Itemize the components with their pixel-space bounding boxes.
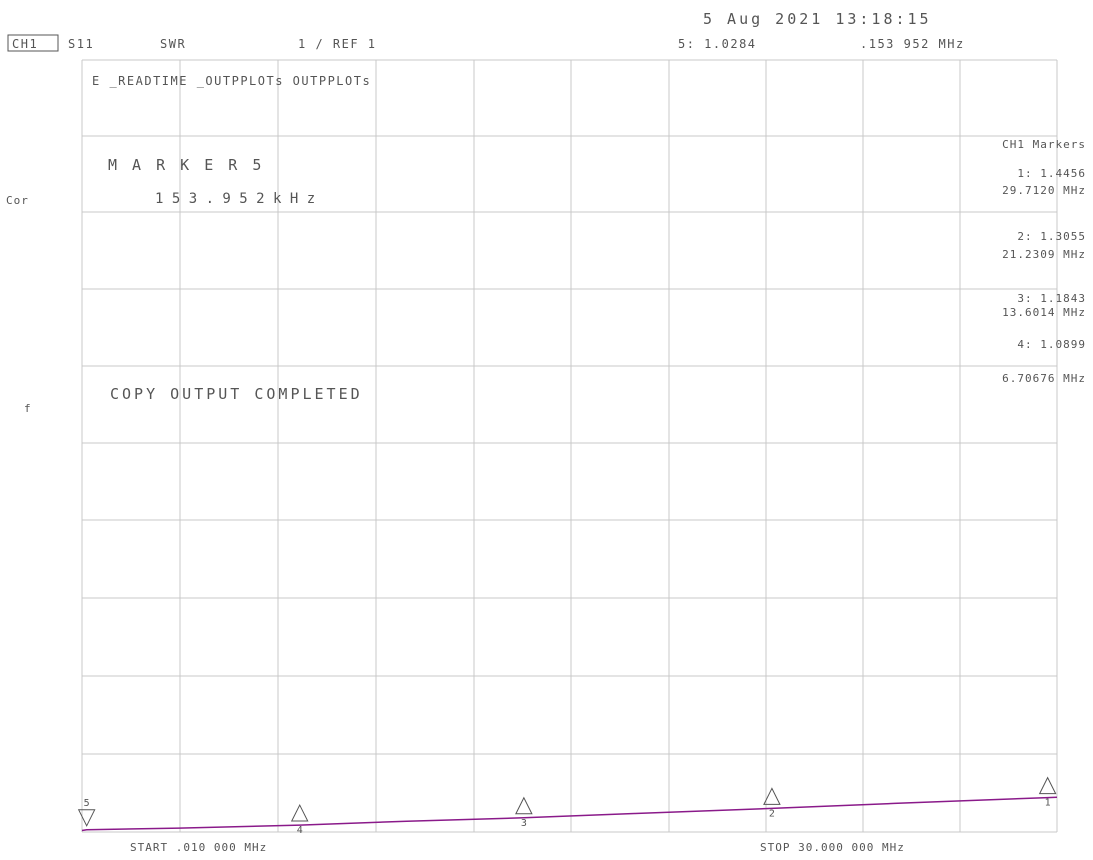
marker-2-value: 2: 1.3055 [1017, 230, 1086, 243]
marker-4-freq: 6.70676 MHz [1002, 372, 1086, 385]
marker-readout-freq: 1 5 3 . 9 5 2 k H z [155, 191, 315, 207]
marker-1-label: 1 [1045, 798, 1051, 809]
status-message: COPY OUTPUT COMPLETED [110, 385, 363, 403]
marker-2-label: 2 [769, 808, 775, 819]
marker-2-triangle [763, 787, 781, 805]
active-marker-freq: .153 952 MHz [860, 37, 965, 51]
measurement-param: S11 [68, 37, 94, 51]
marker-1-freq: 29.7120 MHz [1002, 184, 1086, 197]
marker-1-value: 1: 1.4456 [1017, 167, 1086, 180]
marker-5-label: 5 [84, 798, 90, 809]
marker-5-triangle [77, 809, 96, 827]
marker-5: 5 [77, 798, 96, 827]
marker-3-triangle [515, 796, 533, 815]
title-line: E _READTIME _OUTPPLOTs OUTPPLOTs [92, 74, 371, 88]
marker-1-triangle [1038, 776, 1057, 795]
channel-label: CH1 [12, 37, 38, 51]
marker-3-value: 3: 1.1843 [1017, 292, 1086, 305]
marker-4-triangle [290, 803, 309, 822]
marker-4: 4 [290, 803, 309, 836]
trace-series-1 [81, 796, 1058, 832]
marker-3-freq: 13.6014 MHz [1002, 306, 1086, 319]
start-frequency: START .010 000 MHz [130, 841, 267, 854]
marker-4-label: 4 [297, 825, 303, 836]
correction-flag: Cor [6, 194, 29, 207]
active-marker-value: 5: 1.0284 [678, 37, 757, 51]
marker-readout-label: M A R K E R 5 [108, 156, 264, 174]
marker-table-title: CH1 Markers [1002, 138, 1086, 151]
scale-ref: 1 / REF 1 [298, 37, 377, 51]
stop-frequency: STOP 30.000 000 MHz [760, 841, 905, 854]
marker-2-freq: 21.2309 MHz [1002, 248, 1086, 261]
graticule [81, 59, 1058, 833]
marker-layer: 1 2 3 4 5 [77, 776, 1057, 836]
marker-2: 2 [763, 787, 781, 819]
trace-layer [81, 796, 1058, 832]
f-flag: f [24, 402, 32, 415]
marker-4-value: 4: 1.0899 [1017, 338, 1086, 351]
display-format: SWR [160, 37, 186, 51]
datetime: 5 Aug 2021 13:18:15 [703, 10, 932, 28]
marker-3: 3 [515, 796, 533, 829]
channel-badge [7, 34, 59, 52]
marker-3-label: 3 [521, 818, 527, 829]
marker-1: 1 [1038, 776, 1057, 809]
